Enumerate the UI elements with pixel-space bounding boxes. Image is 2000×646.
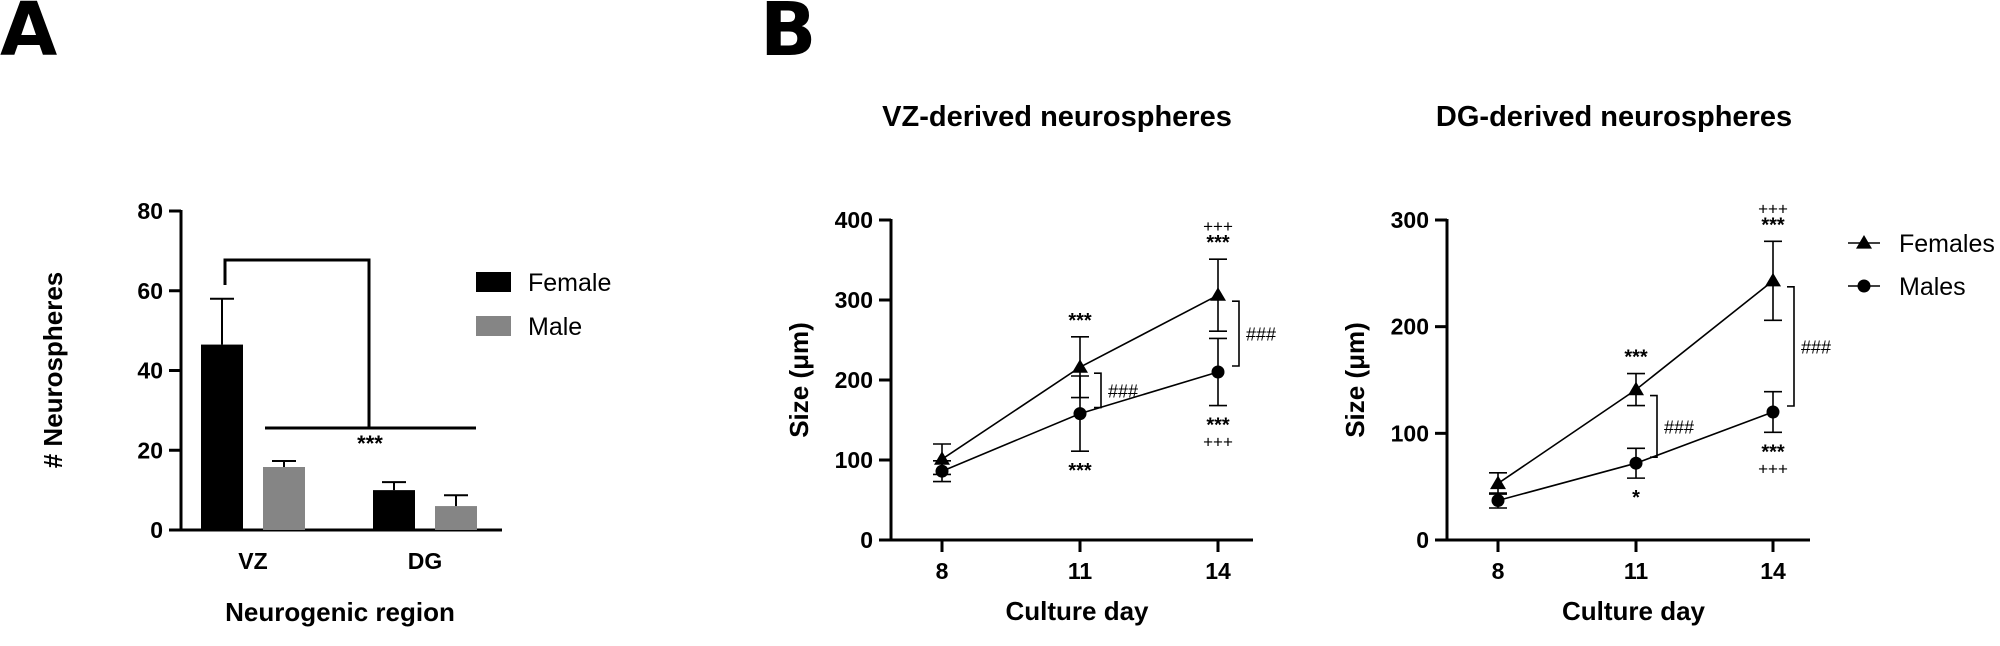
y-tick-label: 0 (1416, 527, 1429, 553)
x-axis-title: Neurogenic region (225, 597, 455, 627)
marker-triangle (1490, 475, 1506, 490)
x-tick-label: 11 (1624, 558, 1649, 584)
y-tick-label: 300 (1391, 207, 1429, 233)
marker-circle (1766, 405, 1780, 419)
y-tick-label: 0 (150, 517, 163, 543)
x-axis-title: Culture day (1562, 596, 1706, 626)
legend-label: Female (528, 269, 611, 297)
significance-label: *** (1761, 441, 1785, 463)
y-tick-label: 200 (835, 367, 873, 393)
marker-circle (1491, 494, 1505, 508)
y-tick-label: 80 (137, 198, 163, 224)
marker-circle (1073, 407, 1087, 421)
x-tick-label: VZ (238, 548, 267, 574)
marker-circle (1211, 365, 1225, 379)
legend-label: Male (528, 313, 582, 341)
significance-label: *** (1206, 415, 1230, 437)
marker-triangle (1072, 359, 1088, 373)
y-axis-title: Size (μm) (1340, 322, 1370, 438)
marker-triangle (1765, 272, 1781, 287)
y-tick-label: 100 (1391, 420, 1429, 446)
y-tick-label: 60 (137, 278, 163, 304)
significance-label: *** (1761, 214, 1785, 236)
between-bracket (1094, 372, 1102, 409)
marker-triangle (1856, 235, 1872, 249)
x-tick-label: 14 (1760, 558, 1786, 584)
x-tick-label: DG (408, 548, 443, 574)
line-chart-dg: 0 100 200 300 8 11 14 DG-derived neurospheres Cu… (1340, 101, 1995, 626)
y-tick-label: 0 (860, 527, 873, 553)
between-label: ### (1664, 417, 1694, 437)
between-label: ### (1108, 381, 1138, 401)
y-tick-label: 400 (835, 207, 873, 233)
y-tick-label: 20 (137, 437, 163, 463)
between-bracket (1787, 286, 1795, 407)
x-axis-title: Culture day (1005, 596, 1149, 626)
legend-swatch (476, 316, 511, 336)
chart-title: DG-derived neurospheres (1436, 101, 1792, 133)
bar (201, 344, 243, 530)
significance-label: *** (1068, 460, 1092, 482)
panel-label-a: A (0, 0, 57, 73)
line-chart-vz: 0 100 200 300 400 8 11 14 VZ-derived neurosphere… (784, 101, 1276, 626)
between-bracket (1650, 394, 1658, 458)
significance-label: *** (1624, 347, 1648, 369)
legend-swatch (476, 272, 511, 292)
x-tick-label: 8 (1492, 558, 1505, 584)
y-tick-label: 300 (835, 287, 873, 313)
marker-circle (1629, 456, 1643, 470)
marker-circle (1857, 279, 1871, 293)
marker-triangle (1210, 287, 1226, 301)
x-tick-label: 11 (1068, 558, 1093, 584)
y-tick-label: 200 (1391, 314, 1429, 340)
chart-title: VZ-derived neurospheres (882, 101, 1232, 133)
y-axis-title: Size (μm) (784, 322, 814, 438)
significance-label: *** (1068, 310, 1092, 332)
significance-bracket (223, 258, 371, 428)
bar-chart-neurospheres: 0 20 40 60 80 VZ DG *** Neurogenic region # Neuro… (38, 198, 611, 627)
between-bracket (1232, 300, 1240, 367)
significance-label: * (1632, 487, 1640, 509)
significance-label: +++ (1203, 433, 1233, 452)
marker-triangle (1628, 381, 1644, 396)
between-label: ### (1801, 337, 1831, 357)
significance-label: *** (1206, 232, 1230, 254)
x-tick-label: 14 (1205, 558, 1231, 584)
significance-label: +++ (1758, 199, 1788, 218)
bar (373, 490, 415, 530)
y-tick-label: 40 (137, 358, 163, 384)
bar (263, 466, 305, 530)
legend-label: Males (1899, 273, 1966, 301)
x-tick-label: 8 (936, 558, 949, 584)
y-axis-title: # Neurospheres (38, 272, 68, 469)
y-tick-label: 100 (835, 447, 873, 473)
marker-circle (935, 464, 949, 478)
bar (435, 506, 477, 530)
panel-label-b: B (760, 0, 816, 73)
between-label: ### (1246, 325, 1276, 345)
significance-label: +++ (1203, 217, 1233, 236)
legend-label: Females (1899, 230, 1995, 258)
significance-label: +++ (1758, 459, 1788, 478)
significance-label: *** (357, 431, 383, 456)
